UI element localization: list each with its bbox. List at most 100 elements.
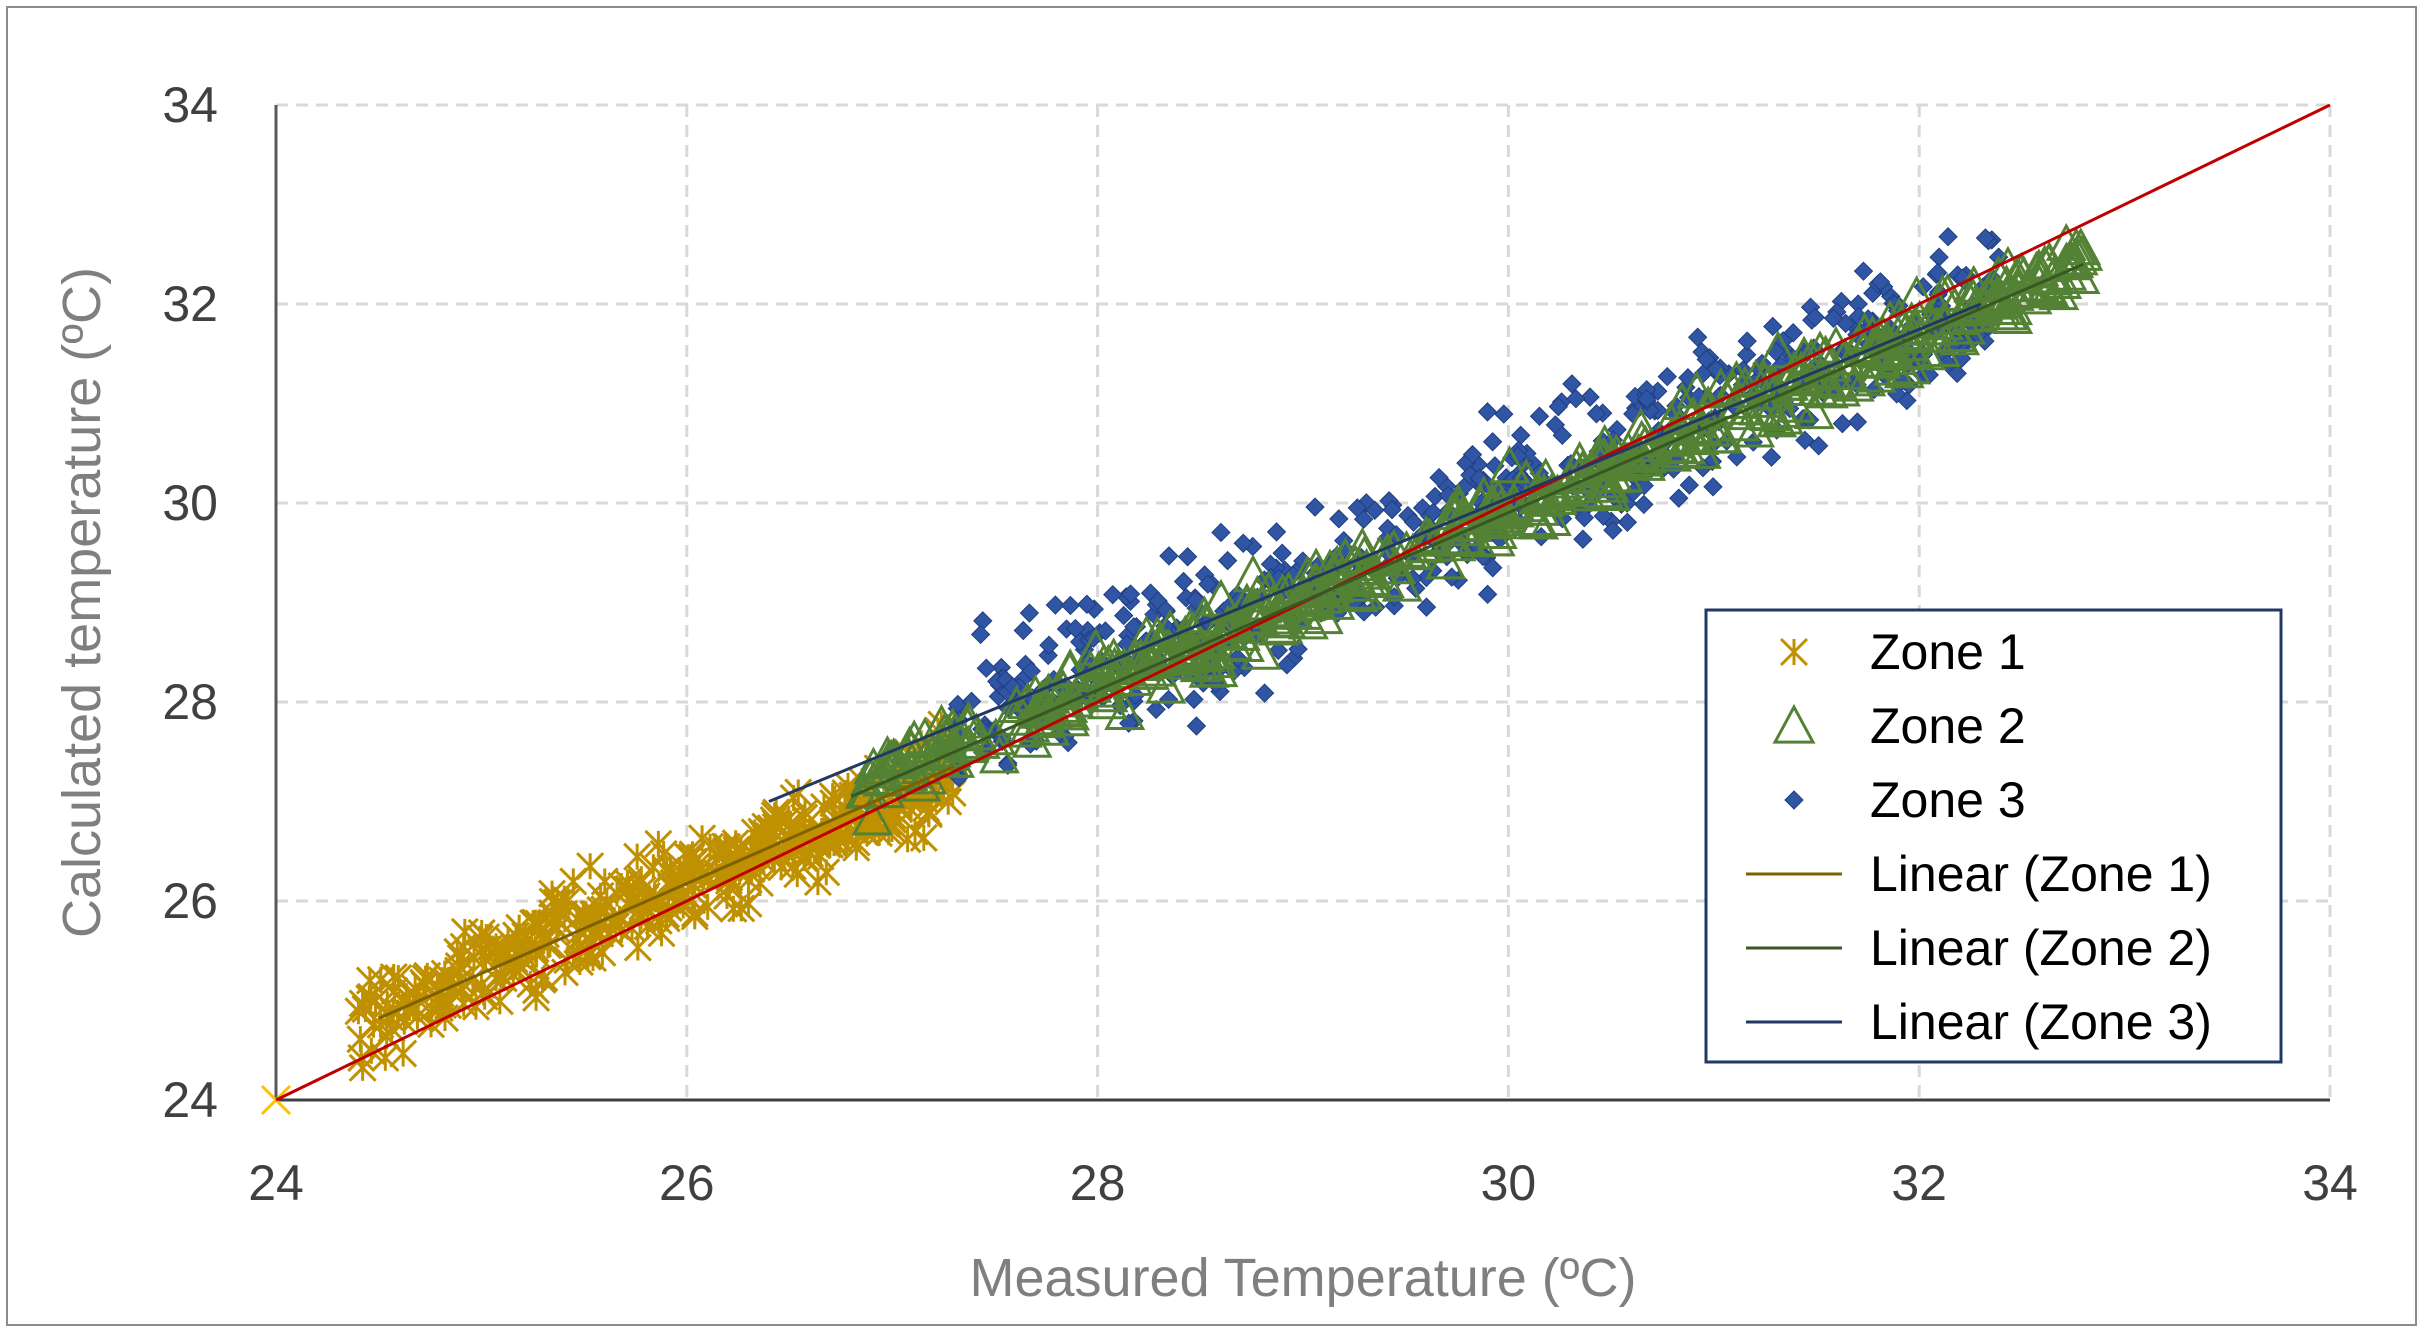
zone3-point bbox=[1158, 689, 1179, 710]
zone2-point bbox=[867, 741, 909, 780]
zone2-point bbox=[1196, 640, 1238, 679]
zone2-point bbox=[1749, 393, 1791, 432]
zone1-point bbox=[542, 888, 572, 917]
y-tick-label: 34 bbox=[162, 77, 218, 133]
zone2-point bbox=[1145, 665, 1187, 704]
zone2-point bbox=[1719, 403, 1761, 442]
legend-zone3-marker bbox=[1784, 790, 1804, 810]
zone2-point bbox=[1900, 314, 1942, 353]
legend-box bbox=[1704, 608, 2283, 1064]
zone1-point bbox=[909, 823, 938, 852]
trendline-zone2 bbox=[850, 262, 2085, 798]
zone1-point bbox=[521, 976, 551, 1005]
zone2-point bbox=[1793, 391, 1835, 430]
zone2-point bbox=[1381, 563, 1423, 602]
y-tick-label: 30 bbox=[162, 475, 218, 531]
zone2-point bbox=[1761, 389, 1803, 428]
trend-lines bbox=[275, 103, 2331, 1102]
zone2-point bbox=[1763, 396, 1805, 435]
y-tick-label: 28 bbox=[162, 674, 218, 730]
zone2-point bbox=[1595, 433, 1637, 472]
zone2-point bbox=[2059, 256, 2101, 294]
zone3-point bbox=[1494, 404, 1514, 424]
zone2-point bbox=[1866, 320, 1908, 359]
tick-labels: 24 26 28 30 32 34 24 26 28 30 32 34 bbox=[162, 77, 2357, 1211]
zone3-point bbox=[1177, 547, 1198, 567]
x-tick-label: 26 bbox=[659, 1155, 715, 1211]
zone3-point bbox=[1227, 648, 1248, 668]
zone1-point bbox=[344, 997, 373, 1026]
zone2-point bbox=[1463, 475, 1505, 514]
zone2-point bbox=[1049, 650, 1091, 689]
zone3-point bbox=[1853, 261, 1874, 281]
zone3-point bbox=[1120, 584, 1141, 604]
zone2-point bbox=[889, 725, 931, 764]
zone3-point bbox=[1277, 655, 1297, 675]
zone3-point bbox=[1060, 595, 1081, 616]
zone2-point bbox=[1493, 489, 1535, 528]
zone1-point bbox=[470, 982, 499, 1011]
zone3-point bbox=[1574, 507, 1595, 528]
zone3-point bbox=[1870, 272, 1891, 292]
zone2-point bbox=[1630, 429, 1672, 468]
zone1-point bbox=[623, 842, 652, 871]
trendline-zone1 bbox=[378, 765, 955, 1020]
zone2-point bbox=[1236, 574, 1278, 613]
zone3-point bbox=[1065, 618, 1086, 639]
zone2-point bbox=[1819, 368, 1861, 407]
zone2-point bbox=[2060, 227, 2102, 266]
zone1-point bbox=[740, 818, 769, 847]
zone3-point bbox=[1482, 432, 1503, 452]
zone1-point bbox=[579, 900, 608, 929]
zone3-point bbox=[1095, 621, 1116, 641]
zone3-point bbox=[1217, 550, 1238, 571]
zone2-point bbox=[1286, 555, 1328, 594]
zone3-point bbox=[1077, 594, 1097, 614]
x-tick-label: 28 bbox=[1070, 1155, 1126, 1211]
axes bbox=[274, 105, 2330, 1102]
zone2-point bbox=[1169, 607, 1211, 646]
zone3-point bbox=[1268, 640, 1288, 661]
zone2-point bbox=[1700, 367, 1742, 406]
zone2-point bbox=[1058, 672, 1100, 711]
zone3-point bbox=[1173, 571, 1194, 592]
zone1-point bbox=[576, 852, 605, 881]
zone1-point bbox=[389, 1039, 418, 1068]
zone3-point bbox=[1795, 430, 1815, 451]
zone3-point bbox=[1429, 467, 1449, 488]
legend-label: Zone 1 bbox=[1870, 624, 2026, 680]
zone2-point bbox=[873, 737, 915, 776]
legend-label: Linear (Zone 3) bbox=[1870, 994, 2212, 1050]
zone3-point bbox=[1636, 389, 1657, 409]
zone3-point bbox=[1186, 716, 1207, 736]
zone3-point bbox=[1019, 603, 1040, 623]
zone1-point bbox=[403, 1002, 432, 1031]
zone3-point bbox=[1947, 363, 1967, 384]
zone3-point bbox=[1329, 509, 1349, 529]
zone2-point bbox=[934, 739, 976, 778]
zone1-point bbox=[803, 868, 832, 897]
zone1-point bbox=[704, 836, 733, 865]
zone2-point bbox=[1080, 654, 1122, 693]
legend-zone1-marker bbox=[1779, 637, 1809, 667]
zone2-point bbox=[1744, 361, 1786, 400]
zone2-point bbox=[1896, 275, 1938, 313]
zone3-point bbox=[1763, 316, 1783, 337]
zone2-point bbox=[1489, 445, 1531, 484]
zone2-point bbox=[1007, 681, 1049, 720]
zone3-point bbox=[1184, 689, 1204, 710]
zone3-point bbox=[1477, 584, 1498, 605]
zone2-point bbox=[1341, 526, 1383, 565]
zone3-point bbox=[1211, 522, 1231, 543]
zone3-point bbox=[1305, 497, 1325, 517]
zone3-point bbox=[1975, 228, 1996, 248]
legend-label: Linear (Zone 2) bbox=[1870, 920, 2212, 976]
zone3-point bbox=[1529, 406, 1550, 426]
zone3-point bbox=[1233, 533, 1253, 553]
x-tick-label: 24 bbox=[248, 1155, 304, 1211]
zone2-point bbox=[1214, 601, 1256, 640]
zone3-point bbox=[1039, 635, 1059, 655]
zone3-point bbox=[1634, 494, 1654, 515]
zone2-point bbox=[1252, 583, 1294, 622]
trendline-zone3 bbox=[768, 302, 1982, 803]
